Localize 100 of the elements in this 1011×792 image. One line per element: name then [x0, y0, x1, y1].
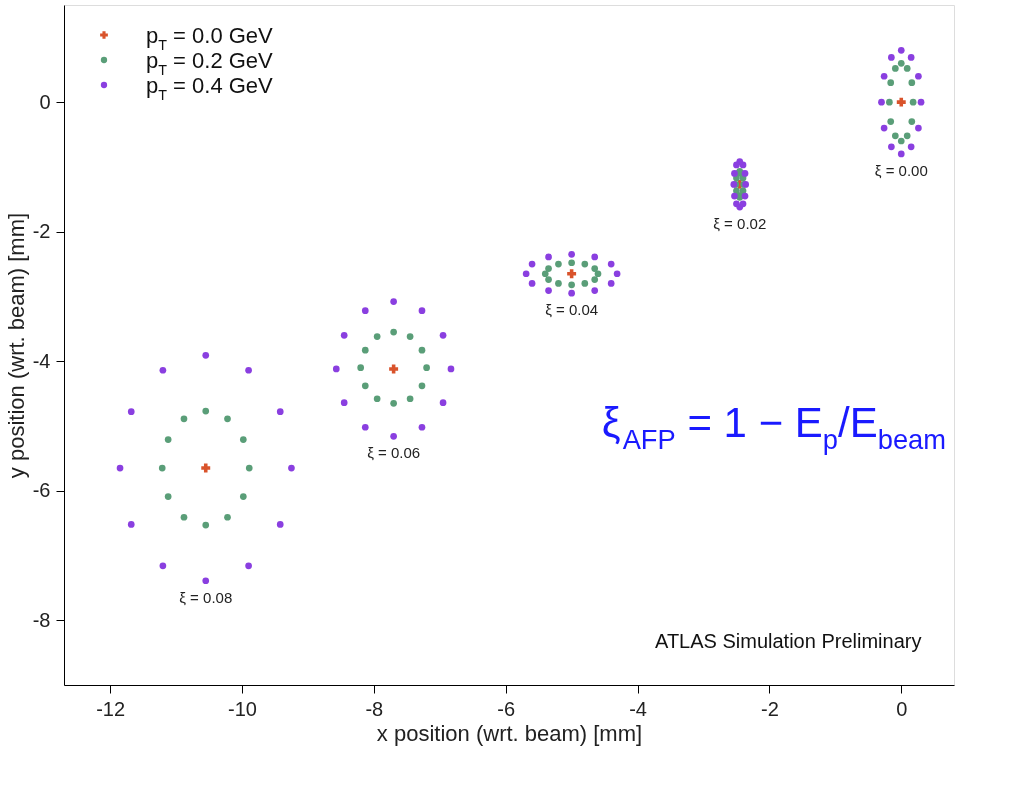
- annotation: ATLAS Simulation Preliminary: [655, 629, 922, 652]
- point: [116, 464, 124, 472]
- annotation: ξ = 0.02: [713, 215, 767, 233]
- x-tick-label: 0: [896, 697, 908, 720]
- point: [568, 250, 575, 258]
- point: [201, 463, 211, 473]
- point: [361, 423, 369, 431]
- point: [915, 72, 922, 80]
- x-tick-label: -4: [629, 697, 647, 720]
- x-tick-label: -12: [96, 697, 126, 720]
- point: [340, 331, 348, 339]
- point: [522, 270, 530, 278]
- point: [202, 407, 210, 415]
- point: [447, 365, 455, 373]
- point: [908, 79, 916, 87]
- point: [880, 124, 888, 132]
- point: [545, 253, 552, 261]
- point: [127, 521, 135, 528]
- point: [909, 98, 917, 106]
- point: [581, 280, 589, 287]
- point: [555, 280, 562, 287]
- point: [224, 415, 231, 423]
- annotation: ξ = 0.08: [179, 588, 233, 606]
- point: [886, 98, 893, 106]
- point: [915, 124, 922, 132]
- point: [528, 260, 536, 268]
- annotation: ξ = 0.00: [874, 161, 928, 179]
- annotation: ξ = 0.06: [367, 444, 421, 462]
- y-tick-label: -2: [32, 220, 51, 243]
- point: [127, 408, 135, 416]
- point: [390, 399, 397, 407]
- point: [731, 192, 738, 200]
- point: [896, 97, 906, 107]
- point: [245, 562, 252, 570]
- point: [276, 408, 284, 416]
- point: [340, 399, 348, 406]
- point: [361, 382, 369, 390]
- point: [878, 98, 885, 106]
- point: [373, 333, 381, 340]
- point: [891, 132, 899, 140]
- point: [880, 72, 888, 80]
- point: [607, 260, 615, 268]
- point: [406, 395, 414, 403]
- point: [903, 65, 911, 72]
- point: [887, 118, 895, 125]
- point: [545, 276, 552, 283]
- point: [887, 79, 895, 87]
- point: [607, 280, 615, 287]
- point: [888, 143, 895, 151]
- x-axis-title: x position (wrt. beam) [mm]: [376, 720, 643, 746]
- x-tick-label: -8: [365, 697, 384, 720]
- point: [897, 150, 905, 158]
- point: [418, 382, 426, 390]
- point: [159, 366, 167, 374]
- point: [158, 464, 166, 472]
- point: [568, 259, 575, 267]
- point: [239, 493, 247, 500]
- point: [581, 260, 589, 268]
- point: [439, 331, 447, 339]
- point: [613, 270, 621, 278]
- point: [406, 333, 414, 340]
- point: [733, 161, 740, 169]
- point: [917, 98, 925, 106]
- point: [908, 118, 916, 125]
- point: [418, 346, 426, 354]
- point: [439, 399, 447, 406]
- point: [888, 54, 895, 61]
- point: [361, 346, 369, 354]
- point: [418, 307, 426, 315]
- point: [545, 265, 552, 272]
- point: [357, 364, 365, 372]
- point: [423, 364, 430, 372]
- annotation: ξ = 0.04: [545, 301, 599, 319]
- point: [567, 269, 577, 279]
- point: [164, 436, 172, 443]
- point: [545, 287, 552, 294]
- point: [897, 59, 905, 67]
- point: [202, 352, 210, 359]
- point: [180, 415, 188, 423]
- point: [591, 265, 599, 272]
- x-tick-label: -10: [228, 697, 257, 720]
- point: [541, 270, 549, 278]
- point: [224, 513, 231, 521]
- point: [731, 170, 738, 177]
- point: [907, 143, 915, 151]
- x-tick-label: -6: [497, 697, 516, 720]
- point: [568, 289, 575, 297]
- point: [897, 46, 905, 54]
- point: [591, 287, 599, 294]
- point: [897, 137, 905, 145]
- point: [276, 521, 284, 528]
- y-axis-title: y position (wrt. beam) [mm]: [3, 212, 29, 479]
- y-tick-label: -4: [32, 349, 51, 372]
- point: [332, 365, 340, 373]
- point: [390, 298, 397, 305]
- point: [591, 253, 599, 261]
- point: [159, 562, 167, 570]
- point: [907, 54, 915, 61]
- point: [361, 307, 369, 315]
- point: [389, 364, 399, 374]
